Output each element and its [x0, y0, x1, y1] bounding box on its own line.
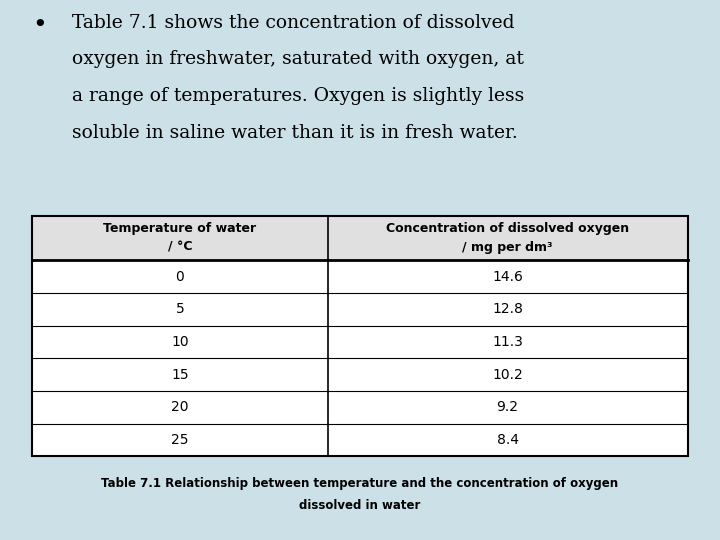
Text: 0: 0 — [176, 269, 184, 284]
Text: 25: 25 — [171, 433, 189, 447]
Text: 12.8: 12.8 — [492, 302, 523, 316]
Text: Temperature of water: Temperature of water — [104, 222, 256, 235]
Text: •: • — [32, 14, 47, 37]
Text: 14.6: 14.6 — [492, 269, 523, 284]
Text: soluble in saline water than it is in fresh water.: soluble in saline water than it is in fr… — [72, 124, 518, 141]
Text: 15: 15 — [171, 368, 189, 382]
Text: 8.4: 8.4 — [497, 433, 518, 447]
Text: Concentration of dissolved oxygen: Concentration of dissolved oxygen — [386, 222, 629, 235]
Text: 5: 5 — [176, 302, 184, 316]
Text: 11.3: 11.3 — [492, 335, 523, 349]
Text: a range of temperatures. Oxygen is slightly less: a range of temperatures. Oxygen is sligh… — [72, 87, 524, 105]
Text: Table 7.1 Relationship between temperature and the concentration of oxygen: Table 7.1 Relationship between temperatu… — [102, 477, 618, 490]
Text: / °C: / °C — [168, 241, 192, 254]
Text: 10: 10 — [171, 335, 189, 349]
Text: 9.2: 9.2 — [497, 400, 518, 414]
Bar — [32, 216, 688, 260]
Text: 20: 20 — [171, 400, 189, 414]
Text: Table 7.1 shows the concentration of dissolved: Table 7.1 shows the concentration of dis… — [72, 14, 515, 31]
Text: dissolved in water: dissolved in water — [300, 500, 420, 512]
Text: oxygen in freshwater, saturated with oxygen, at: oxygen in freshwater, saturated with oxy… — [72, 50, 524, 68]
Text: / mg per dm³: / mg per dm³ — [462, 241, 553, 254]
Bar — [32, 216, 688, 456]
Text: 10.2: 10.2 — [492, 368, 523, 382]
Bar — [32, 216, 688, 456]
